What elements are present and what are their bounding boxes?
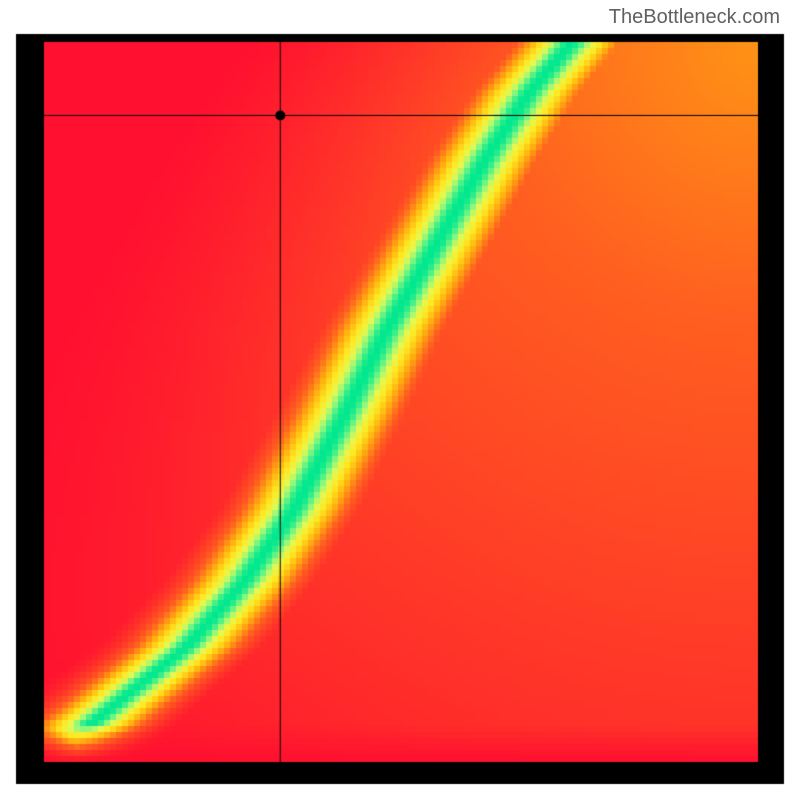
watermark-text: TheBottleneck.com	[609, 6, 780, 29]
bottleneck-heatmap	[0, 0, 800, 800]
